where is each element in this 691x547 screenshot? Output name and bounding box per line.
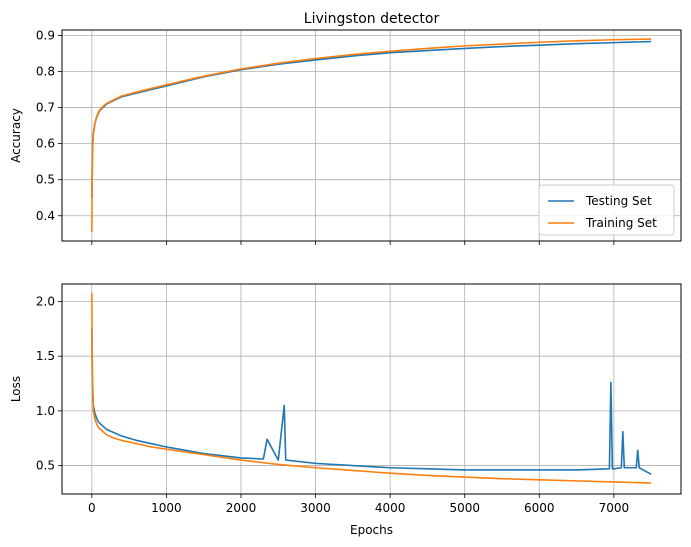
loss-series-testing-set — [91, 328, 652, 476]
loss-y-tick-label: 1.0 — [36, 404, 55, 418]
accuracy-y-tick-label: 0.8 — [36, 64, 55, 78]
loss-y-axis-label: Loss — [9, 376, 23, 402]
legend-label-training: Training Set — [585, 216, 657, 230]
loss-y-tick-label: 1.5 — [36, 349, 55, 363]
x-tick-label: 0 — [88, 501, 96, 515]
accuracy-y-tick-label: 0.9 — [36, 28, 55, 42]
accuracy-panel: 0.4 0.5 0.6 0.7 0.8 0.9 Livingston detector A… — [9, 11, 682, 245]
x-tick-label: 2000 — [226, 501, 257, 515]
loss-series-training-set — [91, 292, 652, 484]
legend-label-testing: Testing Set — [585, 194, 652, 208]
accuracy-y-axis-label: Accuracy — [9, 108, 23, 163]
loss-panel: 0 1000 2000 3000 4000 5000 6000 7000 0.5 1.0 1.5 2… — [9, 283, 682, 537]
loss-y-ticks: 0.5 1.0 1.5 2.0 — [36, 295, 62, 473]
legend: Testing Set Training Set — [538, 184, 675, 236]
accuracy-y-tick-label: 0.7 — [36, 101, 55, 115]
accuracy-y-tick-label: 0.5 — [36, 173, 55, 187]
x-tick-label: 7000 — [599, 501, 630, 515]
loss-axes-frame — [61, 283, 682, 495]
accuracy-y-ticks: 0.4 0.5 0.6 0.7 0.8 0.9 — [36, 28, 62, 223]
loss-y-tick-label: 2.0 — [36, 295, 55, 309]
x-tick-label: 4000 — [375, 501, 406, 515]
accuracy-lines — [91, 38, 652, 232]
x-tick-label: 5000 — [449, 501, 480, 515]
x-tick-label: 6000 — [524, 501, 555, 515]
chart-title: Livingston detector — [304, 11, 440, 27]
accuracy-y-tick-label: 0.4 — [36, 209, 55, 223]
accuracy-axes-frame — [61, 29, 682, 242]
accuracy-x-ticks — [91, 241, 615, 245]
loss-y-tick-label: 0.5 — [36, 459, 55, 473]
x-tick-label: 1000 — [151, 501, 182, 515]
x-tick-label: 3000 — [300, 501, 331, 515]
accuracy-grid — [62, 30, 681, 241]
loss-lines — [91, 292, 652, 484]
loss-x-ticks: 0 1000 2000 3000 4000 5000 6000 7000 — [88, 494, 629, 515]
accuracy-y-tick-label: 0.6 — [36, 137, 55, 151]
x-axis-label: Epochs — [350, 523, 393, 537]
accuracy-series-training-set — [91, 38, 652, 232]
